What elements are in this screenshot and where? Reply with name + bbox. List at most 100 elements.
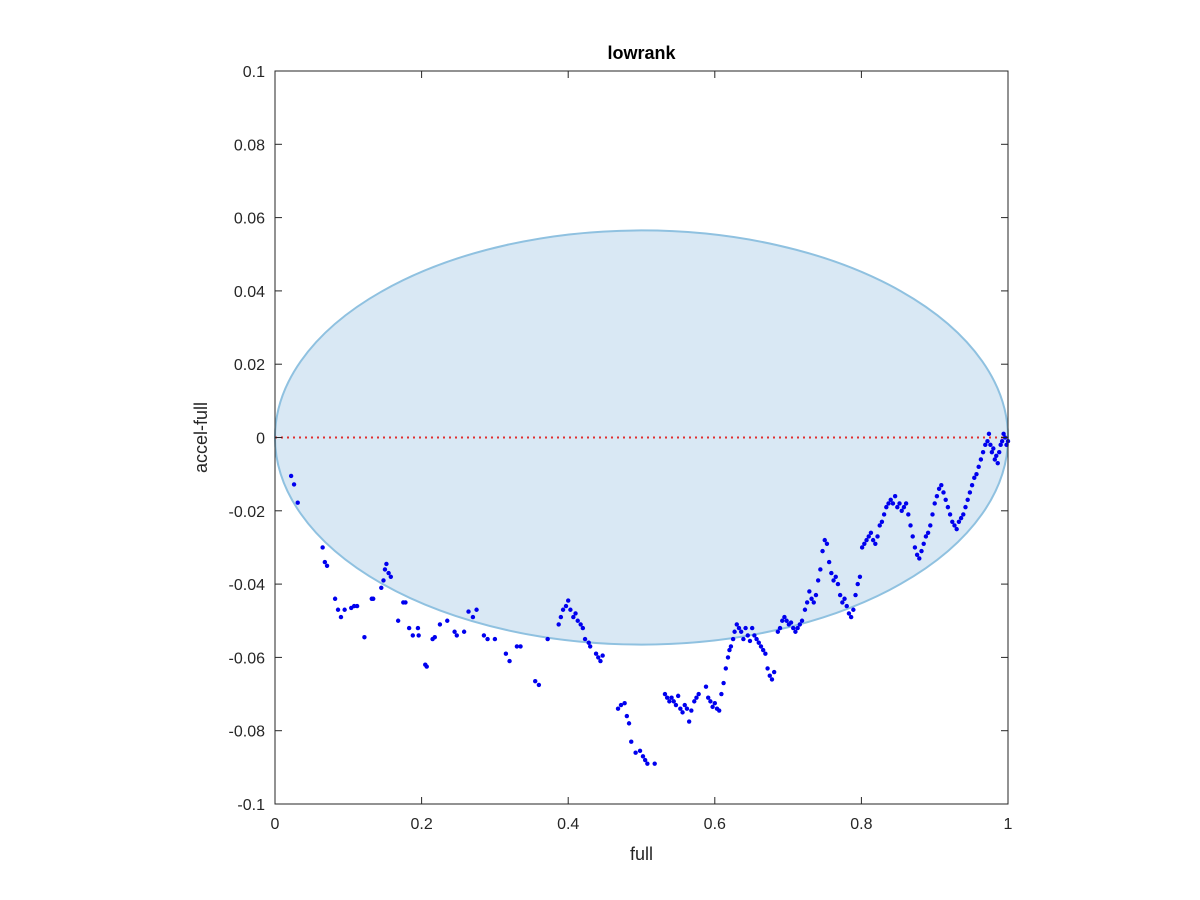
data-point — [842, 596, 847, 601]
data-point — [667, 699, 672, 704]
data-point — [928, 523, 933, 528]
data-point — [703, 684, 709, 689]
data-point — [897, 501, 902, 506]
data-point — [335, 607, 341, 612]
data-point — [811, 600, 816, 605]
data-point — [943, 497, 948, 503]
x-tick-label: 0.8 — [850, 816, 872, 833]
data-point — [573, 611, 578, 616]
data-point — [925, 530, 931, 535]
y-tick-label: -0.02 — [229, 504, 266, 521]
data-point — [416, 633, 421, 638]
data-point — [673, 702, 679, 708]
data-point — [884, 504, 889, 510]
data-point — [332, 596, 338, 601]
data-point — [727, 647, 732, 653]
data-point — [578, 622, 583, 627]
data-point — [888, 497, 893, 503]
y-tick-label: 0.04 — [234, 284, 265, 301]
data-point — [696, 691, 701, 697]
data-point — [680, 710, 685, 715]
y-tick-label: -0.08 — [229, 724, 266, 741]
chart-title: lowrank — [607, 43, 676, 63]
x-tick-label: 1 — [1004, 816, 1013, 833]
data-point — [809, 596, 814, 601]
data-point — [560, 607, 566, 612]
data-point — [342, 607, 347, 612]
data-point — [997, 449, 1002, 455]
data-point — [994, 453, 999, 459]
x-axis-label: full — [630, 844, 653, 864]
data-point — [788, 620, 794, 625]
y-tick-label: -0.06 — [229, 650, 266, 667]
data-point — [802, 607, 808, 612]
data-point — [815, 578, 821, 583]
data-point — [956, 519, 962, 524]
data-point — [912, 545, 918, 550]
data-point — [558, 614, 564, 620]
data-point — [566, 598, 571, 603]
data-point — [719, 691, 724, 697]
data-point — [919, 548, 924, 554]
y-tick-label: 0.1 — [243, 64, 265, 81]
data-point — [642, 757, 648, 763]
data-point — [974, 471, 979, 477]
data-point — [870, 537, 876, 543]
data-point — [694, 695, 699, 700]
data-point — [710, 704, 715, 710]
x-axis-ticks: 0 0.2 0.4 0.6 0.8 1 — [271, 71, 1013, 833]
data-point — [767, 673, 772, 678]
data-point — [379, 585, 384, 590]
data-point — [995, 460, 1000, 466]
data-point — [818, 567, 823, 572]
data-point — [354, 603, 360, 609]
data-point — [901, 504, 907, 510]
data-point — [669, 695, 674, 700]
data-point — [758, 644, 764, 649]
data-point — [671, 699, 676, 704]
data-point — [624, 713, 630, 719]
data-point — [840, 600, 845, 605]
data-point — [507, 658, 512, 664]
data-point — [716, 708, 722, 713]
data-point — [969, 482, 975, 488]
points-layer — [288, 431, 1011, 766]
data-point — [976, 464, 981, 470]
data-point — [791, 625, 796, 631]
data-point — [934, 493, 940, 499]
data-point — [846, 611, 852, 616]
data-point — [322, 559, 328, 565]
data-point — [461, 629, 467, 634]
data-point — [954, 526, 959, 532]
data-point — [466, 609, 471, 614]
data-point — [906, 512, 911, 517]
data-point — [452, 629, 457, 634]
data-point — [797, 622, 803, 627]
data-point — [682, 702, 687, 708]
data-point — [939, 482, 944, 488]
data-point — [782, 614, 787, 620]
data-point — [586, 640, 591, 645]
data-point — [771, 669, 777, 675]
data-point — [763, 651, 768, 656]
data-point — [684, 706, 690, 711]
data-point — [708, 699, 713, 704]
data-point — [983, 442, 988, 448]
data-point — [963, 504, 968, 510]
data-point — [908, 523, 913, 528]
data-point — [857, 574, 863, 579]
y-axis-ticks: 0.1 0.08 0.06 0.04 0.02 0 -0.02 -0.04 -0.06 -0.08… — [229, 64, 1008, 814]
data-point — [618, 702, 624, 708]
y-tick-label: 0.06 — [234, 211, 265, 228]
data-point — [917, 556, 922, 561]
data-point — [947, 512, 953, 517]
data-point — [879, 519, 885, 524]
data-point — [518, 644, 523, 649]
data-point — [826, 559, 832, 565]
data-point — [769, 677, 775, 682]
data-point — [324, 563, 330, 568]
data-point — [988, 442, 993, 448]
data-point — [886, 501, 891, 506]
data-point — [950, 519, 955, 524]
